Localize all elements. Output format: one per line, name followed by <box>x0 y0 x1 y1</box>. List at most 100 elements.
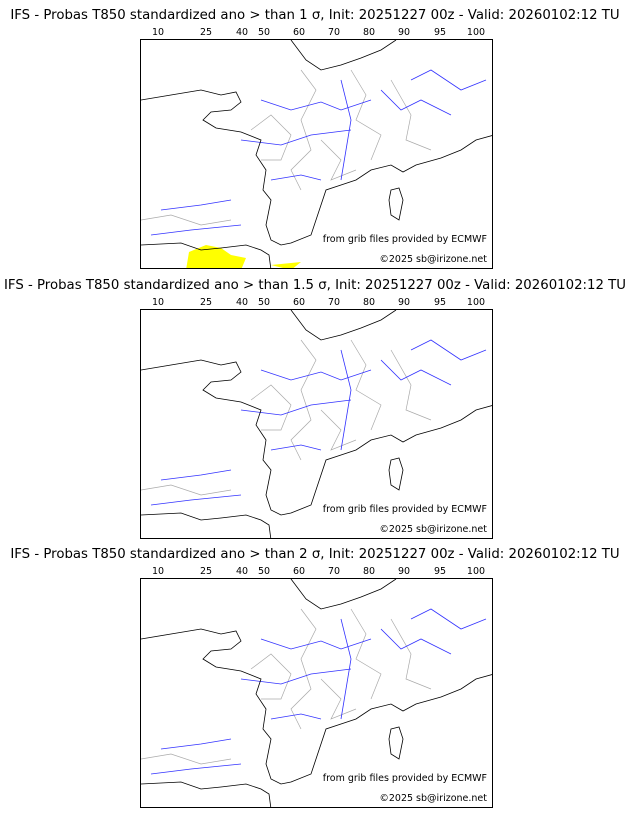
colorbar-tick: 50 <box>257 27 271 38</box>
colorbar-tick: 70 <box>327 566 341 577</box>
colorbar-tick: 90 <box>397 27 411 38</box>
colorbar-tick: 40 <box>235 566 249 577</box>
colorbar-tick: 70 <box>327 297 341 308</box>
colorbar-tick: 100 <box>466 27 486 38</box>
panel-title: IFS - Probas T850 standardized ano > tha… <box>10 547 620 562</box>
colorbar-tick: 10 <box>151 566 165 577</box>
map-panel: IFS - Probas T850 standardized ano > tha… <box>0 8 630 278</box>
corsica <box>388 457 404 491</box>
river <box>150 763 242 775</box>
region-border <box>290 339 317 461</box>
river <box>270 713 322 720</box>
river <box>410 69 487 91</box>
region-border <box>390 79 432 151</box>
map: from grib files provided by ECMWF ©2025 … <box>140 39 493 269</box>
colorbar-tick: 80 <box>362 566 376 577</box>
region-border <box>290 608 317 730</box>
region-border <box>320 409 357 451</box>
colorbar-tick: 50 <box>257 297 271 308</box>
source-credit: from grib files provided by ECMWF <box>322 773 487 784</box>
colorbar-tick: 95 <box>433 566 447 577</box>
coastline <box>141 781 272 807</box>
colorbar-tick: 100 <box>466 566 486 577</box>
copyright-credit: ©2025 sb@irizone.net <box>379 254 487 265</box>
colorbar-tick: 10 <box>151 27 165 38</box>
river <box>340 349 352 451</box>
region-border <box>320 678 357 720</box>
coastline <box>290 40 397 71</box>
colorbar-tick: 40 <box>235 27 249 38</box>
region-border <box>350 608 382 700</box>
river <box>380 628 452 655</box>
river <box>380 89 452 116</box>
colorbar-tick: 90 <box>397 297 411 308</box>
colorbar-tick: 60 <box>292 27 306 38</box>
coastline <box>141 512 272 538</box>
river <box>240 668 352 685</box>
coastline <box>290 310 397 341</box>
region-border <box>141 484 232 496</box>
coastline <box>141 242 272 268</box>
copyright-credit: ©2025 sb@irizone.net <box>379 793 487 804</box>
region-border <box>250 114 292 161</box>
source-credit: from grib files provided by ECMWF <box>322 234 487 245</box>
coastline <box>141 628 492 785</box>
river <box>410 608 487 630</box>
region-border <box>290 69 317 191</box>
river <box>380 359 452 386</box>
map-panel: IFS - Probas T850 standardized ano > tha… <box>0 278 630 548</box>
probability-area <box>186 245 301 268</box>
river <box>160 738 232 750</box>
river <box>240 129 352 146</box>
region-border <box>350 69 382 161</box>
coastline <box>141 359 492 516</box>
colorbar-tick: 25 <box>199 566 213 577</box>
river <box>410 339 487 361</box>
river <box>270 174 322 181</box>
colorbar-tick: 60 <box>292 566 306 577</box>
river <box>260 99 372 111</box>
river <box>340 618 352 720</box>
colorbar-tick: 25 <box>199 297 213 308</box>
coastline <box>290 579 397 610</box>
colorbar-tick: 90 <box>397 566 411 577</box>
source-credit: from grib files provided by ECMWF <box>322 504 487 515</box>
coastline <box>141 89 492 246</box>
river <box>260 369 372 381</box>
panel-title: IFS - Probas T850 standardized ano > tha… <box>3 278 627 293</box>
river <box>160 199 232 211</box>
colorbar-tick: 10 <box>151 297 165 308</box>
river <box>150 494 242 506</box>
colorbar-tick: 80 <box>362 27 376 38</box>
region-border <box>320 139 357 181</box>
region-border <box>390 349 432 421</box>
corsica <box>388 187 404 221</box>
river <box>160 469 232 481</box>
region-border <box>250 653 292 700</box>
colorbar-tick: 25 <box>199 27 213 38</box>
region-border <box>250 384 292 431</box>
colorbar-tick: 40 <box>235 297 249 308</box>
region-border <box>141 753 232 765</box>
region-border <box>141 214 232 226</box>
corsica <box>388 726 404 760</box>
colorbar-tick: 70 <box>327 27 341 38</box>
colorbar-tick: 95 <box>433 297 447 308</box>
colorbar-tick: 100 <box>466 297 486 308</box>
colorbar-tick: 80 <box>362 297 376 308</box>
region-border <box>390 618 432 690</box>
map-panel: IFS - Probas T850 standardized ano > tha… <box>0 547 630 817</box>
river <box>240 399 352 416</box>
colorbar-tick: 50 <box>257 566 271 577</box>
panel-title: IFS - Probas T850 standardized ano > tha… <box>10 8 620 23</box>
colorbar-tick: 60 <box>292 297 306 308</box>
copyright-credit: ©2025 sb@irizone.net <box>379 524 487 535</box>
map: from grib files provided by ECMWF ©2025 … <box>140 309 493 539</box>
region-border <box>350 339 382 431</box>
colorbar-tick: 95 <box>433 27 447 38</box>
river <box>270 444 322 451</box>
river <box>150 224 242 236</box>
river <box>340 79 352 181</box>
map: from grib files provided by ECMWF ©2025 … <box>140 578 493 808</box>
river <box>260 638 372 650</box>
